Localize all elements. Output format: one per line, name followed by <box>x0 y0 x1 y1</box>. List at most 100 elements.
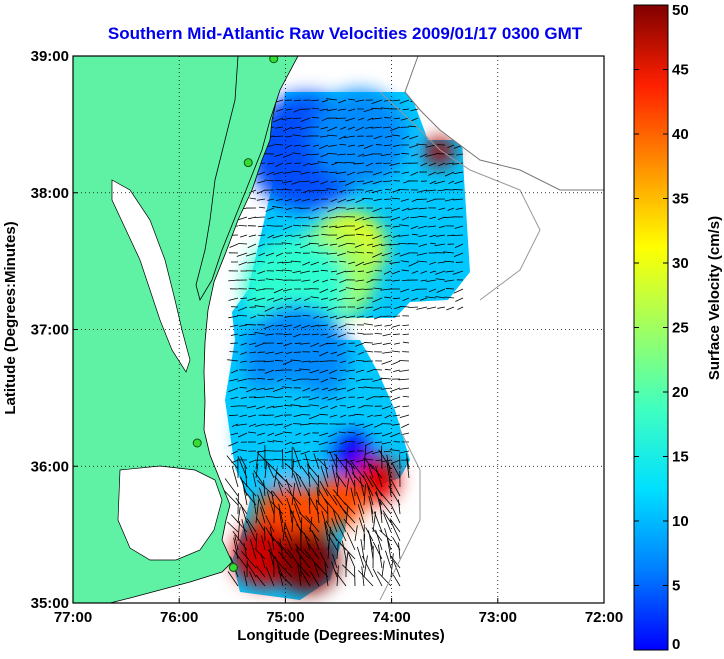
velocity-vector <box>289 505 293 524</box>
velocity-vector <box>360 538 365 560</box>
velocity-vector <box>419 297 428 301</box>
velocity-vector <box>227 359 239 362</box>
velocity-vector <box>320 466 329 488</box>
colorbar-tick-label: 0 <box>672 636 680 653</box>
velocity-vector <box>238 224 248 227</box>
velocity-vector <box>291 152 302 155</box>
velocity-vector <box>240 351 248 355</box>
velocity-vector <box>366 224 374 227</box>
velocity-vector <box>247 297 257 301</box>
velocity-vector <box>298 476 311 497</box>
velocity-vector <box>329 315 338 319</box>
velocity-vector <box>285 234 293 237</box>
colorbar-tick-label: 30 <box>672 255 689 272</box>
velocity-vector <box>318 475 320 497</box>
velocity-vector <box>371 189 383 194</box>
velocity-vector <box>282 188 293 191</box>
velocity-vector <box>320 180 329 185</box>
velocity-vector <box>285 207 293 211</box>
velocity-vector <box>402 108 410 111</box>
velocity-vector <box>293 414 302 417</box>
velocity-vector <box>327 539 330 560</box>
velocity-vector <box>337 513 347 533</box>
velocity-vector <box>386 454 392 479</box>
velocity-vector <box>301 198 311 202</box>
velocity-vector <box>359 476 365 497</box>
velocity-vector <box>330 324 338 328</box>
velocity-vector <box>406 457 410 479</box>
velocity-vector <box>338 135 347 140</box>
velocity-vector <box>292 496 302 515</box>
velocity-vector <box>278 551 293 569</box>
velocity-vector <box>265 351 275 354</box>
velocity-vector <box>336 234 347 240</box>
y-axis-label: Latitude (Degrees:Minutes) <box>2 221 19 414</box>
velocity-vector <box>282 360 293 365</box>
velocity-vector <box>307 470 320 488</box>
velocity-vector <box>276 306 284 310</box>
velocity-vector <box>232 549 248 569</box>
velocity-vector <box>237 306 248 312</box>
velocity-vector <box>366 243 374 246</box>
chart-title: Southern Mid-Atlantic Raw Velocities 200… <box>108 24 583 43</box>
velocity-vector <box>283 324 293 328</box>
velocity-vector <box>447 207 455 211</box>
velocity-vector <box>273 288 284 294</box>
velocity-vector <box>312 279 320 283</box>
velocity-vector <box>310 342 320 348</box>
velocity-vector <box>295 472 302 488</box>
velocity-vector <box>236 423 248 426</box>
velocity-vector <box>291 126 302 130</box>
velocity-vector <box>274 414 284 418</box>
velocity-vector <box>265 566 275 587</box>
velocity-vector <box>453 171 464 175</box>
velocity-vector <box>252 493 257 515</box>
speed-region <box>424 136 455 167</box>
velocity-vector <box>401 135 410 140</box>
velocity-vector <box>392 279 401 282</box>
velocity-vector <box>330 288 338 292</box>
velocity-vector <box>363 445 367 470</box>
velocity-vector <box>338 99 347 104</box>
velocity-vector <box>260 553 266 569</box>
velocity-vector <box>248 287 257 290</box>
velocity-vector <box>375 465 383 488</box>
velocity-vector <box>307 464 311 488</box>
velocity-vector <box>286 351 293 355</box>
velocity-vector <box>269 526 275 551</box>
velocity-vector <box>417 198 428 200</box>
velocity-vector <box>270 501 284 515</box>
velocity-vector <box>381 560 385 578</box>
velocity-vector <box>318 489 329 506</box>
velocity-vector <box>372 568 383 587</box>
velocity-vector <box>365 396 374 401</box>
velocity-vector <box>409 144 419 149</box>
velocity-vector <box>258 243 266 247</box>
velocity-vector <box>374 333 383 335</box>
velocity-vector <box>321 216 329 220</box>
velocity-vector <box>348 414 356 417</box>
velocity-vector <box>231 423 239 427</box>
velocity-vector <box>388 485 401 506</box>
velocity-vector <box>299 554 302 578</box>
velocity-vector <box>356 491 365 515</box>
velocity-vector <box>327 396 338 401</box>
velocity-vector <box>249 360 257 363</box>
velocity-vector <box>302 162 311 167</box>
velocity-vector <box>282 225 293 231</box>
velocity-vector <box>224 478 239 497</box>
velocity-vector <box>372 207 383 212</box>
velocity-vector <box>276 261 284 264</box>
velocity-vector <box>345 117 356 122</box>
velocity-vector <box>272 490 284 506</box>
velocity-vector <box>373 511 383 533</box>
velocity-vector <box>299 126 311 130</box>
x-tick-label: 76:00 <box>160 609 198 626</box>
velocity-vector <box>313 453 320 470</box>
velocity-vector <box>257 314 266 317</box>
velocity-vector <box>362 474 374 497</box>
velocity-vector <box>283 333 293 336</box>
velocity-vector <box>399 414 410 419</box>
velocity-vector <box>239 324 248 327</box>
velocity-vector <box>454 225 464 229</box>
